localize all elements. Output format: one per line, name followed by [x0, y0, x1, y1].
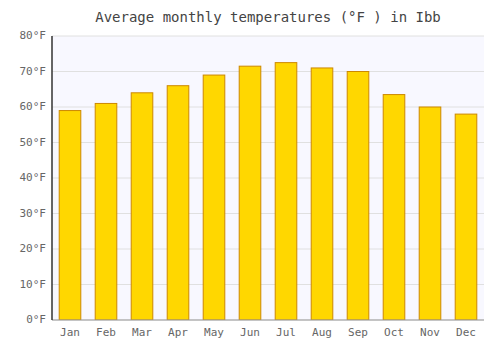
x-tick-label: Nov: [420, 326, 440, 339]
chart: 0°F 10°F 20°F 30°F 40°F 50°F 60°F 70°F 80°F Jan Fe…: [0, 0, 500, 350]
bar: [203, 75, 225, 320]
bar: [311, 68, 333, 320]
y-tick-label: 0°F: [26, 313, 46, 326]
x-tick-label: Sep: [348, 326, 368, 339]
bar: [95, 103, 117, 320]
bar: [131, 93, 153, 320]
x-axis-line: [52, 320, 484, 321]
x-tick-label: Mar: [132, 326, 152, 339]
y-tick-label: 70°F: [20, 65, 47, 78]
bar: [419, 107, 441, 320]
x-tick-label: Aug: [312, 326, 332, 339]
x-tick-label: Jun: [240, 326, 260, 339]
bar: [383, 95, 405, 320]
x-tick-label: Feb: [96, 326, 116, 339]
y-tick-label: 30°F: [20, 207, 47, 220]
y-tick-label: 40°F: [20, 171, 47, 184]
bar: [59, 111, 81, 320]
x-axis: Jan Feb Mar Apr May Jun Jul Aug Sep Oct Nov Dec: [60, 326, 476, 339]
y-tick-label: 10°F: [20, 278, 47, 291]
bar: [347, 72, 369, 321]
y-axis-line: [51, 36, 53, 320]
grid-line: [52, 36, 484, 37]
grid-line: [52, 71, 484, 72]
y-axis: 0°F 10°F 20°F 30°F 40°F 50°F 60°F 70°F 80°F: [20, 29, 485, 326]
y-tick-label: 80°F: [20, 29, 47, 42]
plot-background: [52, 36, 484, 320]
title: Average monthly temperatures (°F ) in Ib…: [95, 9, 441, 25]
bars: [59, 63, 477, 320]
y-tick-label: 60°F: [20, 100, 47, 113]
grid-line: [52, 320, 484, 321]
y-tick-label: 50°F: [20, 136, 47, 149]
x-tick-label: Jan: [60, 326, 80, 339]
bar: [455, 114, 477, 320]
bar: [239, 66, 261, 320]
bar: [275, 63, 297, 320]
x-tick-label: Jul: [276, 326, 296, 339]
x-tick-label: Dec: [456, 326, 476, 339]
y-tick-label: 20°F: [20, 242, 47, 255]
x-tick-label: Oct: [384, 326, 404, 339]
bar: [167, 86, 189, 320]
chart-container: 0°F 10°F 20°F 30°F 40°F 50°F 60°F 70°F 80°F Jan Fe…: [0, 0, 500, 350]
x-tick-label: May: [204, 326, 224, 339]
x-tick-label: Apr: [168, 326, 188, 339]
